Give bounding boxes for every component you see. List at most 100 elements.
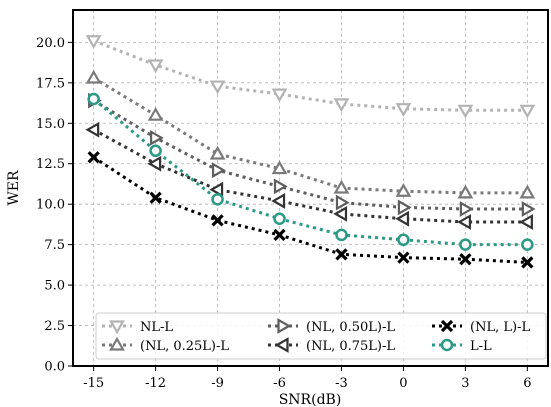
legend-item-nl-l-l: (NL, L)-L [432, 319, 530, 335]
x-axis-label: SNR(dB) [279, 392, 342, 407]
plot-frame [72, 9, 549, 367]
x-tick-label: -6 [273, 376, 286, 391]
legend-item-nl-0-50l-l: (NL, 0.50L)-L [268, 318, 395, 335]
data-point-nl-l [147, 59, 164, 74]
legend-marker [440, 338, 454, 352]
data-point-nl-0-25l-l [519, 184, 536, 199]
data-point-nl-l [271, 88, 288, 103]
data-point-nl-l-l-glyph [87, 151, 100, 164]
legend-label: L-L [470, 339, 492, 354]
data-point-nl-0-25l-l [395, 183, 412, 197]
data-point-nl-0-50l-l [211, 162, 226, 179]
legend-item-nl-0-25l-l: (NL, 0.25L)-L [102, 336, 229, 354]
series-l-l [87, 92, 534, 251]
data-point-nl-0-25l-l [457, 184, 474, 199]
data-point-nl-0-75l-l [209, 181, 224, 198]
y-tick-label: 20.0 [36, 36, 65, 51]
y-tick-label: 17.5 [36, 76, 65, 91]
data-point-nl-0-25l-l [85, 69, 102, 84]
y-tick-label: 5.0 [44, 279, 65, 294]
data-point-l-l [521, 238, 534, 251]
data-point-nl-0-50l-l [150, 129, 164, 146]
legend-item-l-l: L-L [432, 338, 492, 354]
series-nl-0-25l-l [85, 69, 536, 199]
data-point-l-l [335, 228, 348, 242]
data-point-nl-l-l-glyph [149, 191, 162, 204]
data-point-nl-l-l [459, 253, 472, 266]
data-point-l-l [149, 144, 162, 158]
data-point-nl-l [209, 80, 226, 95]
legend-label: (NL, 0.75L)-L [306, 339, 395, 354]
data-point-nl-0-75l-l [395, 210, 410, 227]
legend-marker [274, 337, 289, 353]
data-point-l-l [459, 238, 472, 251]
data-point-l-l [273, 212, 286, 225]
x-tick-label: -3 [335, 376, 348, 391]
data-point-nl-l-l-glyph [397, 251, 410, 264]
data-point-nl-0-75l-l [457, 214, 471, 230]
data-point-nl-0-25l-l [209, 145, 226, 160]
series-nl-0-75l-l [85, 121, 533, 230]
y-tick-label: 15.0 [36, 117, 65, 132]
data-point-nl-0-75l-l [271, 193, 286, 209]
data-point-nl-0-25l-l [147, 106, 164, 121]
data-point-nl-l-l-glyph [521, 256, 534, 269]
x-tick-label: -9 [211, 376, 224, 391]
data-point-nl-0-50l-l [397, 199, 412, 216]
data-point-nl-l [519, 104, 536, 119]
data-point-l-l [397, 233, 410, 247]
legend-item-nl-0-75l-l: (NL, 0.75L)-L [268, 337, 395, 354]
x-tick-label: -15 [83, 376, 104, 391]
legend-marker [440, 319, 454, 333]
y-axis-label: WER [6, 170, 22, 206]
x-tick-label: 6 [523, 376, 531, 391]
data-point-nl-0-50l-l [459, 201, 474, 217]
legend-marker [277, 318, 292, 334]
data-point-nl-0-25l-l [271, 160, 288, 175]
legend-marker [109, 336, 125, 351]
series-nl-l-l [87, 151, 534, 269]
data-point-nl-l-l-glyph [459, 253, 472, 266]
data-point-nl-l [333, 98, 350, 113]
data-point-nl-l-l-glyph [273, 228, 286, 242]
legend-item-nl-l: NL-L [102, 320, 173, 335]
data-point-nl-0-75l-l [333, 205, 348, 222]
data-point-nl-l-l [149, 191, 162, 204]
series-line-nl-l-l [92, 156, 528, 264]
data-point-l-l [87, 92, 100, 106]
legend-marker [109, 320, 125, 335]
data-point-nl-0-75l-l [147, 155, 162, 172]
data-point-nl-l [457, 104, 474, 119]
y-tick-label: 0.0 [44, 360, 65, 375]
series-nl-l [85, 35, 536, 119]
series-line-nl-0-50l-l [92, 99, 528, 211]
data-point-nl-0-50l-l [335, 194, 350, 211]
data-point-nl-l-l [273, 228, 286, 242]
legend-label: (NL, 0.25L)-L [140, 339, 229, 354]
data-point-nl-l-l-glyph [211, 214, 224, 227]
series-line-l-l [92, 97, 528, 247]
series-line-nl-l [93, 39, 528, 112]
y-tick-label: 2.5 [44, 319, 65, 334]
data-point-nl-0-75l-l [85, 121, 100, 138]
series-layer [85, 35, 536, 269]
data-point-nl-l-l [521, 256, 534, 269]
series-line-nl-0-75l-l [92, 128, 528, 224]
data-point-nl-0-75l-l [519, 214, 533, 230]
y-tick-label: 10.0 [36, 198, 65, 213]
data-point-l-l [211, 193, 224, 206]
x-tick-label: -12 [145, 376, 166, 391]
data-point-nl-l [395, 103, 412, 117]
x-tick-label: 0 [399, 376, 407, 391]
y-tick-label: 7.5 [44, 238, 65, 253]
series-line-nl-0-25l-l [92, 76, 528, 195]
data-point-nl-0-50l-l [521, 201, 536, 217]
data-point-nl-l-l [335, 248, 348, 261]
legend-label: (NL, L)-L [470, 320, 530, 335]
legend: NL-L (NL, 0.25L)-L (NL, 0.50L)-L (NL, 0.75L… [95, 312, 547, 360]
data-point-nl-l [85, 35, 102, 49]
legend-label: (NL, 0.50L)-L [306, 320, 395, 335]
legend-marker-glyph [440, 319, 454, 333]
legend-label: NL-L [140, 320, 173, 335]
